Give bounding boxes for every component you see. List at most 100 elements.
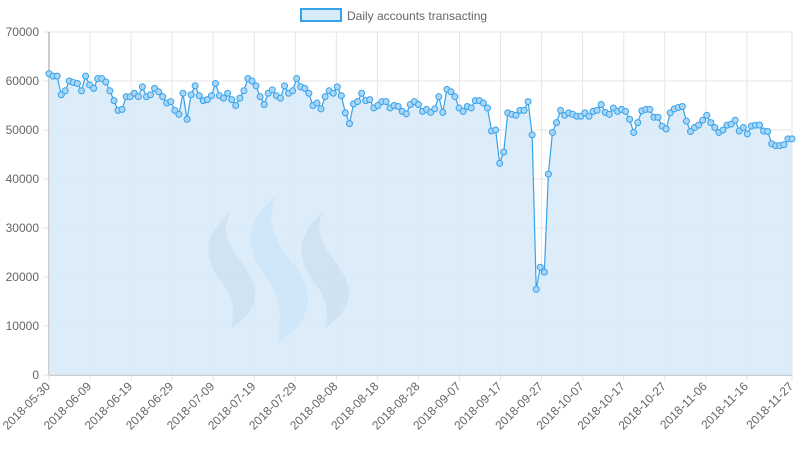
data-point[interactable] <box>207 92 215 100</box>
data-point[interactable] <box>187 91 195 99</box>
data-point[interactable] <box>682 117 690 125</box>
data-point[interactable] <box>626 115 634 123</box>
data-point[interactable] <box>780 141 788 149</box>
data-point[interactable] <box>459 107 467 115</box>
data-point[interactable] <box>260 101 268 109</box>
data-point[interactable] <box>703 111 711 119</box>
data-point[interactable] <box>394 102 402 110</box>
data-point[interactable] <box>695 121 703 129</box>
data-point[interactable] <box>159 93 167 101</box>
data-point[interactable] <box>788 135 796 143</box>
data-point[interactable] <box>402 110 410 118</box>
data-point[interactable] <box>528 131 536 139</box>
data-point[interactable] <box>358 89 366 97</box>
data-point[interactable] <box>224 89 232 97</box>
data-point[interactable] <box>345 120 353 128</box>
data-point[interactable] <box>293 75 301 83</box>
data-point[interactable] <box>118 105 126 113</box>
data-point[interactable] <box>301 84 309 92</box>
data-point[interactable] <box>61 87 69 95</box>
data-point[interactable] <box>138 83 146 91</box>
data-point[interactable] <box>500 148 508 156</box>
data-point[interactable] <box>634 119 642 127</box>
data-point[interactable] <box>622 107 630 115</box>
data-point[interactable] <box>203 96 211 104</box>
data-point[interactable] <box>195 92 203 100</box>
legend[interactable]: Daily accounts transacting <box>300 8 487 23</box>
data-point[interactable] <box>666 109 674 117</box>
data-point[interactable] <box>276 94 284 102</box>
data-point[interactable] <box>544 170 552 178</box>
data-point[interactable] <box>175 110 183 118</box>
data-point[interactable] <box>155 88 163 96</box>
data-point[interactable] <box>102 78 110 86</box>
data-point[interactable] <box>699 116 707 124</box>
data-point[interactable] <box>605 110 613 118</box>
data-point[interactable] <box>447 88 455 96</box>
data-point[interactable] <box>134 93 142 101</box>
data-point[interactable] <box>756 121 764 129</box>
data-point[interactable] <box>414 101 422 109</box>
data-point[interactable] <box>435 93 443 101</box>
data-point[interactable] <box>711 124 719 132</box>
data-point[interactable] <box>256 93 264 101</box>
data-point[interactable] <box>82 72 90 80</box>
data-point[interactable] <box>532 285 540 293</box>
data-point[interactable] <box>110 97 118 105</box>
data-point[interactable] <box>382 98 390 106</box>
data-point[interactable] <box>540 268 548 276</box>
data-point[interactable] <box>228 96 236 104</box>
data-point[interactable] <box>707 119 715 127</box>
data-point[interactable] <box>167 98 175 106</box>
data-point[interactable] <box>329 89 337 97</box>
data-point[interactable] <box>337 92 345 100</box>
data-point[interactable] <box>678 102 686 110</box>
data-point[interactable] <box>57 91 65 99</box>
data-point[interactable] <box>662 125 670 133</box>
data-point[interactable] <box>232 102 240 109</box>
data-point[interactable] <box>479 99 487 107</box>
data-point[interactable] <box>719 126 727 134</box>
data-point[interactable] <box>483 104 491 112</box>
data-point[interactable] <box>557 106 565 114</box>
data-point[interactable] <box>248 77 256 85</box>
data-point[interactable] <box>366 96 374 104</box>
data-point[interactable] <box>305 89 313 97</box>
data-point[interactable] <box>179 89 187 97</box>
data-point[interactable] <box>492 126 500 134</box>
data-point[interactable] <box>53 72 61 80</box>
data-point[interactable] <box>553 119 561 127</box>
data-point[interactable] <box>731 116 739 124</box>
data-point[interactable] <box>597 101 605 109</box>
data-point[interactable] <box>280 82 288 90</box>
data-point[interactable] <box>147 91 154 99</box>
data-point[interactable] <box>496 159 504 167</box>
data-point[interactable] <box>739 124 747 132</box>
data-point[interactable] <box>220 94 228 102</box>
data-point[interactable] <box>191 82 199 90</box>
data-point[interactable] <box>354 98 362 106</box>
data-point[interactable] <box>240 87 248 95</box>
data-point[interactable] <box>520 106 528 114</box>
data-point[interactable] <box>317 105 325 113</box>
data-point[interactable] <box>654 113 662 121</box>
data-point[interactable] <box>333 83 341 91</box>
data-point[interactable] <box>171 106 179 114</box>
data-point[interactable] <box>727 120 735 128</box>
data-point[interactable] <box>341 109 349 117</box>
data-point[interactable] <box>524 98 532 106</box>
data-point[interactable] <box>374 102 382 109</box>
data-point[interactable] <box>183 115 191 123</box>
data-point[interactable] <box>764 127 772 135</box>
data-point[interactable] <box>313 99 321 107</box>
data-point[interactable] <box>646 105 654 113</box>
data-point[interactable] <box>106 87 114 95</box>
data-point[interactable] <box>439 108 447 116</box>
data-point[interactable] <box>743 130 751 138</box>
data-point[interactable] <box>268 86 276 94</box>
data-point[interactable] <box>211 79 219 87</box>
data-point[interactable] <box>321 93 329 101</box>
data-point[interactable] <box>451 93 459 101</box>
data-point[interactable] <box>536 263 544 271</box>
data-point[interactable] <box>90 84 98 92</box>
